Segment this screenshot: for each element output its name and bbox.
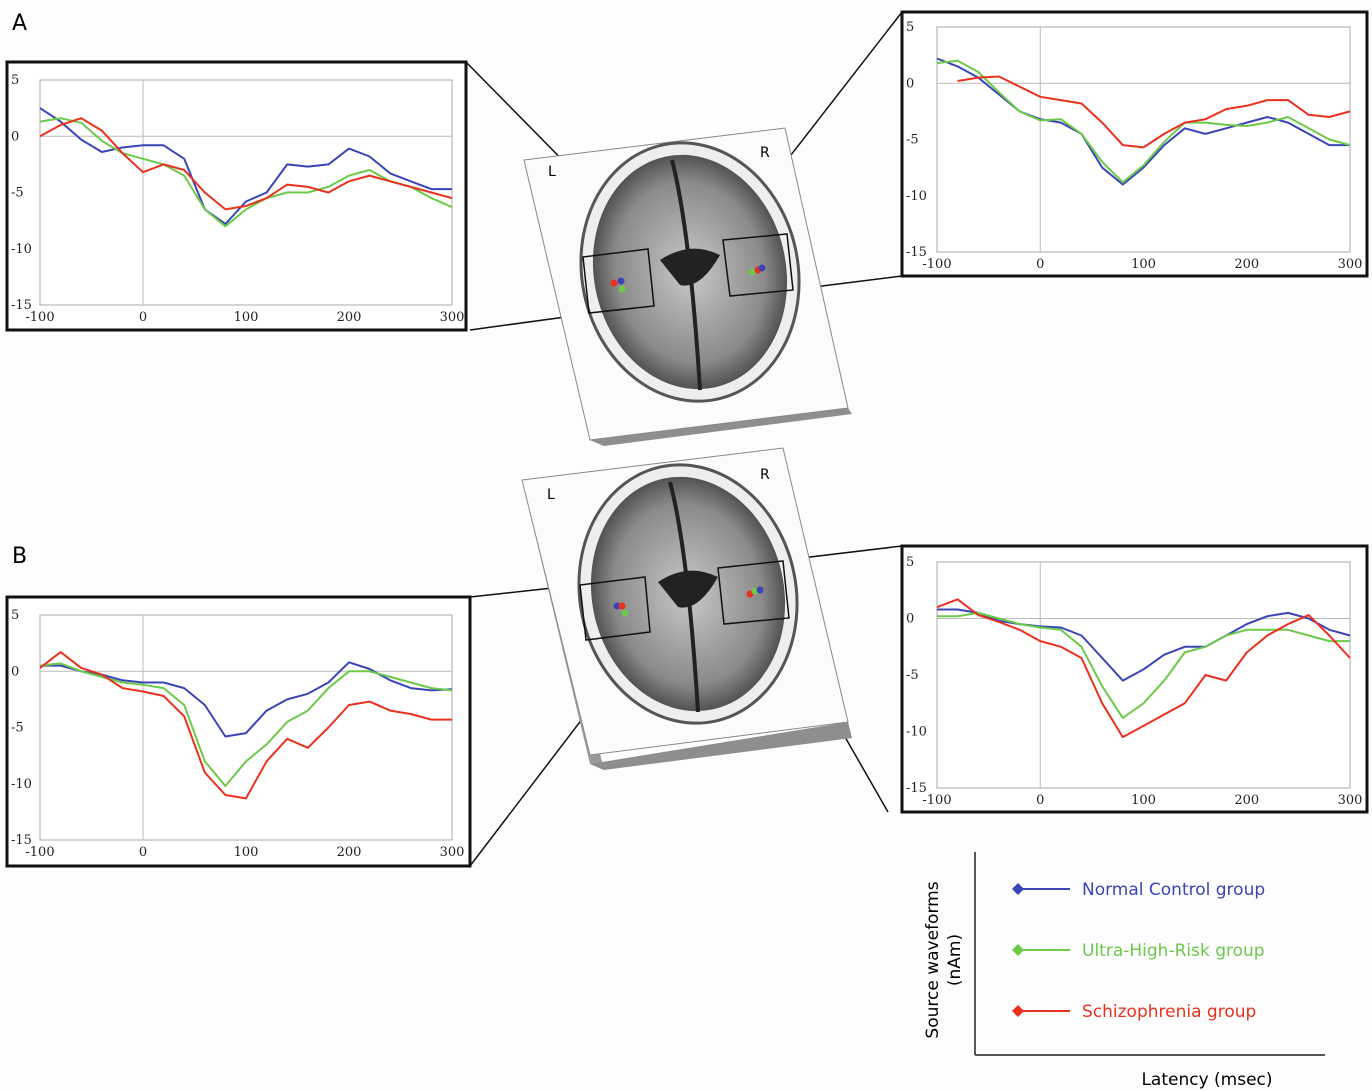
x-tick-label: 300 [1338,793,1363,808]
y-tick-label: -5 [11,721,24,736]
x-tick-label: -100 [922,793,951,808]
y-tick-label: -15 [11,298,32,313]
x-tick-label: 300 [440,310,465,325]
series-line [39,107,452,225]
hemisphere-label: L [548,164,556,180]
y-tick-label: 0 [11,129,19,144]
y-tick-label: -10 [906,725,927,740]
y-tick-label: -10 [11,777,32,792]
legend-label: Schizophrenia group [1082,1002,1256,1022]
x-tick-label: 300 [1338,257,1363,272]
legend-x-label: Latency (msec) [1141,1070,1272,1090]
plot-area [936,561,1351,789]
legend: Source waveforms (nAm) Latency (msec) [923,852,1325,1090]
y-tick-label: -5 [906,668,919,683]
series-line [936,59,1351,184]
hemisphere-label: R [760,145,770,161]
x-tick-label: -100 [25,845,54,860]
series-line [937,608,1351,682]
brain-top [523,127,852,446]
x-tick-label: 200 [1234,793,1259,808]
x-tick-label: 200 [337,845,362,860]
panel-label: A [12,11,27,36]
legend-y-label: Source waveforms [923,881,943,1038]
legend-marker [1012,1005,1024,1017]
y-tick-label: 0 [906,76,914,91]
x-tick-label: 200 [1234,257,1259,272]
panel-label: B [12,544,27,569]
x-tick-label: 0 [1036,257,1044,272]
legend-y-label: (nAm) [945,934,965,986]
x-tick-label: 100 [234,310,259,325]
brain-bottom [521,447,852,770]
y-tick-label: -15 [11,833,32,848]
plot-area [936,26,1351,253]
x-tick-label: 100 [234,845,259,860]
x-tick-label: 100 [1131,793,1156,808]
series-line [957,75,1351,149]
legend-marker [1012,944,1024,956]
hemisphere-label: R [760,467,770,483]
y-tick-label: -15 [906,245,927,260]
series-line [40,661,453,738]
plot-area [39,79,453,306]
hemisphere-label: L [547,487,555,503]
y-tick-label: -10 [906,189,927,204]
y-tick-label: 5 [906,20,914,35]
y-tick-label: 0 [11,664,19,679]
chart-frame [900,10,1369,278]
x-tick-label: 0 [139,310,147,325]
series-line [39,117,453,211]
x-tick-label: 300 [440,845,465,860]
y-tick-label: -5 [906,133,919,148]
series-line [39,651,452,800]
plot-area [39,614,453,841]
series-line [937,611,1350,719]
legend-marker [1012,883,1024,895]
y-tick-label: -5 [11,186,24,201]
y-tick-label: 5 [11,608,19,623]
x-tick-label: -100 [922,257,951,272]
series-line [39,117,453,228]
y-tick-label: -15 [906,781,927,796]
legend-label: Normal Control group [1082,880,1265,900]
x-tick-label: -100 [25,310,54,325]
x-tick-label: 200 [337,310,362,325]
y-tick-label: -10 [11,242,32,257]
chart-frame [5,595,472,868]
y-tick-label: 5 [11,73,19,88]
x-tick-label: 0 [139,845,147,860]
x-tick-label: 100 [1131,257,1156,272]
legend-label: Ultra-High-Risk group [1082,941,1265,961]
chart-frame [5,60,468,332]
chart-frame [900,544,1369,814]
y-tick-label: 0 [906,612,914,627]
x-tick-label: 0 [1036,793,1044,808]
series-line [936,57,1350,186]
series-line [936,598,1351,739]
y-tick-label: 5 [906,555,914,570]
